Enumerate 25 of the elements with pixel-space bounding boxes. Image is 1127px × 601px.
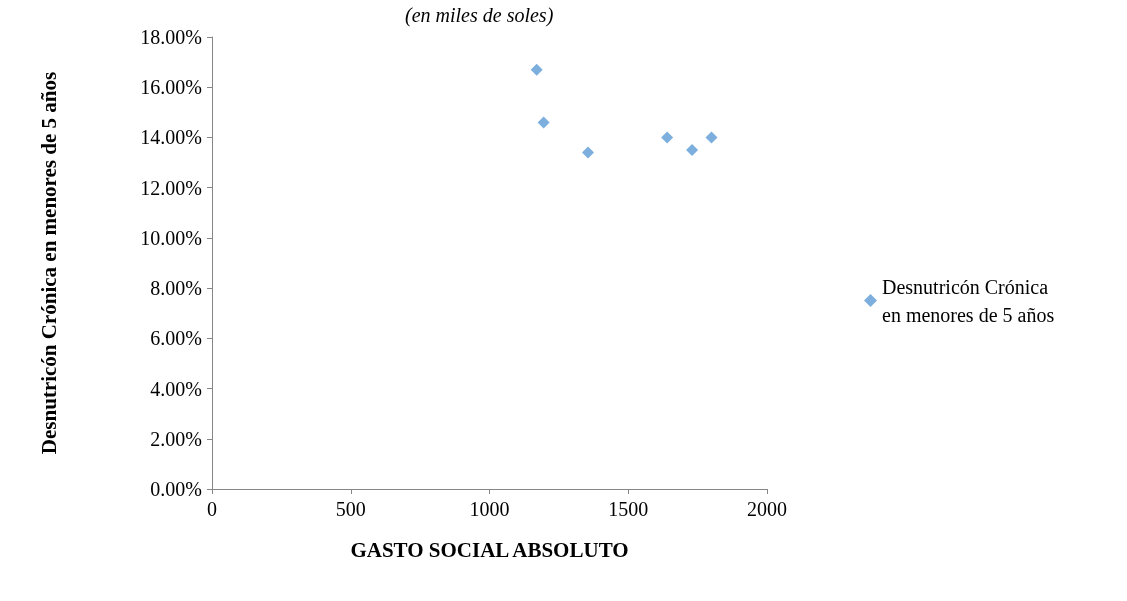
y-tick-label: 14.00% (140, 126, 202, 149)
y-tick-label: 6.00% (150, 327, 202, 350)
y-tick-label: 18.00% (140, 26, 202, 48)
x-axis-title: GASTO SOCIAL ABSOLUTO (350, 537, 629, 562)
point (686, 144, 699, 156)
point (661, 131, 674, 144)
y-axis-title: Desnutricón Crónica en menores de 5 años (37, 71, 61, 455)
x-tick-label: 500 (335, 498, 366, 520)
chart-subtitle: (en miles de soles) (405, 4, 554, 27)
y-tick-label: 16.00% (140, 76, 202, 99)
y-tick-label: 8.00% (150, 277, 202, 300)
x-tick-label: 0 (207, 498, 217, 520)
point (537, 116, 550, 129)
point (705, 131, 718, 144)
point (582, 146, 595, 159)
y-tick-label: 0.00% (150, 478, 202, 500)
y-tick-label: 2.00% (150, 427, 202, 450)
point (530, 63, 543, 76)
y-tick-label: 12.00% (140, 176, 202, 199)
x-tick-label: 2000 (747, 498, 787, 520)
x-tick-label: 1000 (469, 498, 510, 520)
legend-label: Desnutricón Crónica en menores de 5 años (882, 275, 1055, 326)
y-tick-label: 4.00% (150, 377, 202, 400)
y-tick-label: 10.00% (140, 226, 202, 249)
x-tick-label: 1500 (608, 498, 649, 520)
